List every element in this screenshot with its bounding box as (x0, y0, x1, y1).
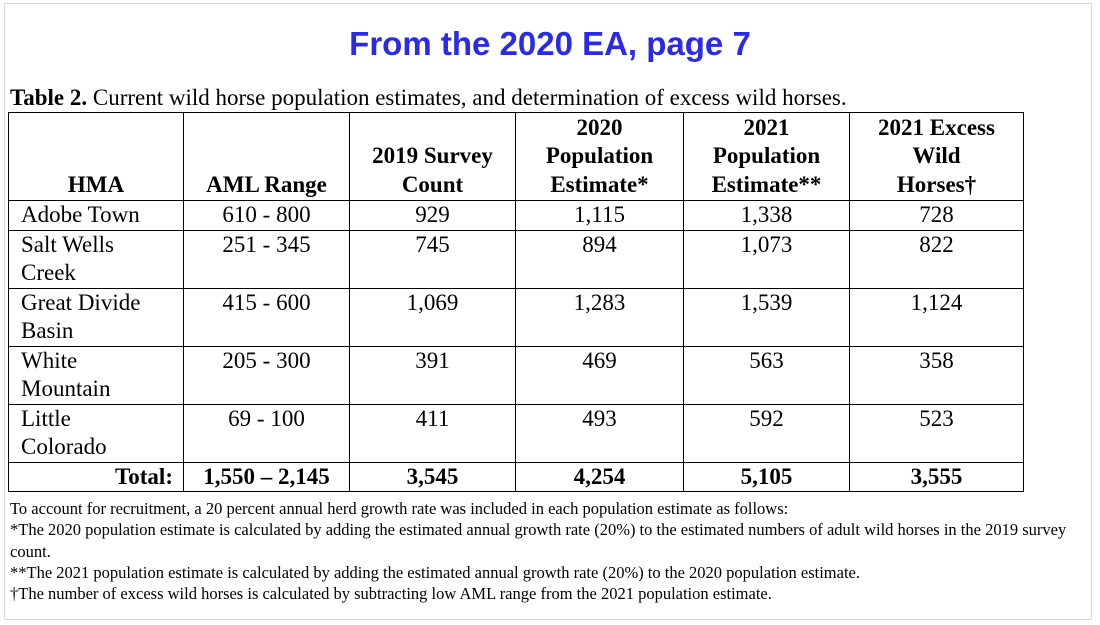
estimate-2021-cell: 592 (683, 403, 850, 463)
hma-name: Creek (21, 260, 76, 285)
survey-2019-cell: 391 (349, 345, 516, 405)
table-row: Salt Wells Creek 251 - 345 745 894 1,073… (8, 229, 1024, 289)
header-line: Population (545, 143, 654, 168)
footnote-2021-estimate: **The 2021 population estimate is calcul… (10, 562, 860, 582)
total-label: Total: (8, 461, 184, 492)
total-estimate-2020-cell: 4,254 (515, 461, 684, 492)
survey-2019-cell: 929 (349, 200, 516, 231)
survey-2019-cell: 745 (349, 229, 516, 289)
hma-cell: Adobe Town (8, 200, 184, 231)
header-line: 2021 Excess (878, 114, 995, 140)
excess-2021-cell: 523 (849, 403, 1024, 463)
total-estimate-2021-cell: 5,105 (683, 461, 850, 492)
header-line: HMA (67, 171, 125, 197)
hma-name: Salt Wells (21, 231, 114, 257)
page-heading: From the 2020 EA, page 7 (349, 25, 751, 62)
hma-cell: Great Divide Basin (8, 287, 184, 347)
table-row: Little Colorado 69 - 100 411 493 592 523 (8, 403, 1024, 463)
aml-cell: 205 - 300 (183, 345, 350, 405)
table-footnotes: To account for recruitment, a 20 percent… (10, 498, 1090, 604)
header-2020-estimate: 2020 Population Estimate* (515, 112, 684, 201)
header-aml-range: AML Range (183, 112, 350, 201)
header-line: Horses† (896, 171, 977, 197)
aml-cell: 610 - 800 (183, 200, 350, 231)
excess-2021-cell: 1,124 (849, 287, 1024, 347)
hma-name: Basin (21, 318, 74, 343)
total-aml-cell: 1,550 – 2,145 (183, 461, 350, 492)
estimate-2021-cell: 563 (683, 345, 850, 405)
header-2019-survey: 2019 Survey Count (349, 112, 516, 201)
table-header-row: HMA AML Range 2019 Survey Count 2020 Pop… (8, 112, 1024, 201)
hma-name: Mountain (21, 376, 111, 401)
estimate-2020-cell: 493 (515, 403, 684, 463)
header-hma: HMA (8, 112, 184, 201)
estimate-2020-cell: 894 (515, 229, 684, 289)
hma-cell: Little Colorado (8, 403, 184, 463)
header-line: 2021 (743, 114, 790, 140)
footnote-intro: To account for recruitment, a 20 percent… (10, 499, 789, 518)
header-line: Estimate** (711, 171, 822, 197)
excess-2021-cell: 728 (849, 200, 1024, 231)
total-row: Total: 1,550 – 2,145 3,545 4,254 5,105 3… (8, 461, 1024, 492)
table-caption-label: Table 2. (10, 85, 88, 110)
aml-cell: 251 - 345 (183, 229, 350, 289)
estimate-2020-cell: 1,283 (515, 287, 684, 347)
estimate-2020-cell: 1,115 (515, 200, 684, 231)
footnote-2020-estimate: *The 2020 population estimate is calcula… (10, 520, 1067, 561)
total-survey-2019-cell: 3,545 (349, 461, 516, 492)
hma-cell: White Mountain (8, 345, 184, 405)
survey-2019-cell: 1,069 (349, 287, 516, 347)
header-line: Count (401, 171, 464, 197)
header-line: Population (712, 143, 821, 168)
header-2021-estimate: 2021 Population Estimate** (683, 112, 850, 201)
header-line: 2020 (576, 114, 623, 140)
hma-name: White (21, 347, 78, 373)
survey-2019-cell: 411 (349, 403, 516, 463)
estimate-2021-cell: 1,539 (683, 287, 850, 347)
hma-name: Adobe Town (21, 202, 140, 227)
table-caption-text: Current wild horse population estimates,… (92, 85, 847, 110)
hma-name: Colorado (21, 434, 107, 459)
hma-name: Little (21, 405, 71, 431)
excess-2021-cell: 358 (849, 345, 1024, 405)
aml-cell: 69 - 100 (183, 403, 350, 463)
population-table: HMA AML Range 2019 Survey Count 2020 Pop… (8, 112, 1024, 492)
header-2021-excess: 2021 Excess Wild Horses† (849, 112, 1024, 201)
hma-name: Great Divide (21, 289, 141, 315)
estimate-2020-cell: 469 (515, 345, 684, 405)
estimate-2021-cell: 1,073 (683, 229, 850, 289)
estimate-2021-cell: 1,338 (683, 200, 850, 231)
header-line: Wild (912, 143, 961, 168)
document-frame (4, 3, 1092, 620)
total-excess-2021-cell: 3,555 (849, 461, 1024, 492)
footnote-excess-horses: †The number of excess wild horses is cal… (10, 584, 772, 604)
table-row: Great Divide Basin 415 - 600 1,069 1,283… (8, 287, 1024, 347)
table-row: Adobe Town 610 - 800 929 1,115 1,338 728 (8, 200, 1024, 231)
header-line: 2019 Survey (372, 143, 493, 168)
header-line: Estimate* (550, 171, 649, 197)
hma-cell: Salt Wells Creek (8, 229, 184, 289)
excess-2021-cell: 822 (849, 229, 1024, 289)
table-caption: Table 2. Current wild horse population e… (10, 84, 847, 112)
header-line: AML Range (206, 171, 327, 197)
aml-cell: 415 - 600 (183, 287, 350, 347)
table-row: White Mountain 205 - 300 391 469 563 358 (8, 345, 1024, 405)
